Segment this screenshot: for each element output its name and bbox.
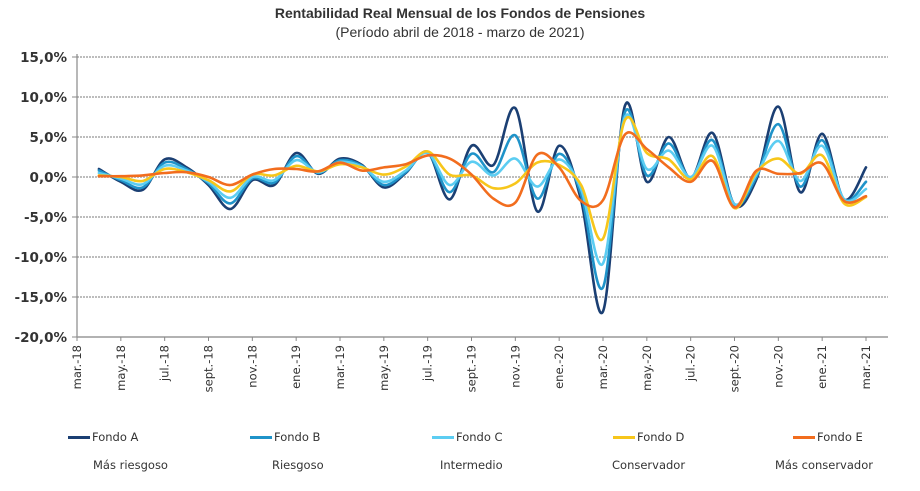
x-tick-label: may.-19 (377, 345, 391, 391)
y-tick-label: 0,0% (30, 170, 68, 186)
x-tick-label: sept.-18 (202, 345, 216, 392)
x-tick-label: sept.-20 (728, 345, 742, 392)
x-tick-label: nov.-18 (245, 345, 259, 388)
legend-label: Fondo E (817, 430, 863, 444)
y-tick-label: -10,0% (15, 250, 68, 266)
x-tick-label: mar.-21 (859, 345, 873, 389)
legend-label: Fondo A (92, 430, 138, 444)
legend-description: Intermedio (440, 458, 503, 472)
x-tick-label: jul.-19 (421, 345, 435, 382)
legend-swatch (793, 436, 815, 439)
legend-item: Fondo E (793, 430, 863, 444)
x-tick-label: may.-20 (640, 345, 654, 391)
series-line-fondo-a (99, 103, 866, 314)
y-axis-ticks: 15,0% 10,0% 5,0% 0,0% -5,0% -10,0% -15,0% -20,0… (15, 50, 77, 346)
legend-swatch (432, 436, 454, 439)
x-tick-label: jul.-20 (684, 345, 698, 382)
legend-description: Riesgoso (272, 458, 324, 472)
x-tick-label: nov.-19 (508, 345, 522, 388)
legend-label: Fondo B (274, 430, 320, 444)
legend-label: Fondo C (456, 430, 503, 444)
y-tick-label: 5,0% (30, 130, 68, 146)
y-tick-label: -15,0% (15, 290, 68, 306)
legend-description: Más riesgoso (93, 458, 168, 472)
x-tick-label: nov.-20 (771, 345, 785, 388)
y-tick-label: -5,0% (24, 210, 68, 226)
x-axis-ticks: mar.-18 may.-18 jul.-18 sept.-18 nov.-18 ene.… (70, 337, 873, 392)
x-tick-label: mar.-18 (70, 345, 84, 389)
legend-item: Fondo C (432, 430, 503, 444)
series-lines (99, 103, 866, 314)
x-tick-label: jul.-18 (158, 345, 172, 382)
x-tick-label: ene.-19 (289, 345, 303, 389)
x-tick-label: ene.-20 (552, 345, 566, 389)
line-chart: 15,0% 10,0% 5,0% 0,0% -5,0% -10,0% -15,0% -20,0… (0, 0, 920, 430)
y-tick-label: -20,0% (15, 330, 68, 346)
x-tick-label: may.-18 (114, 345, 128, 391)
legend-item: Fondo A (68, 430, 138, 444)
x-tick-label: mar.-19 (333, 345, 347, 389)
y-tick-label: 15,0% (20, 50, 67, 66)
legend-item: Fondo D (613, 430, 684, 444)
legend-item: Fondo B (250, 430, 320, 444)
x-tick-label: mar.-20 (596, 345, 610, 389)
legend-swatch (68, 436, 90, 439)
legend-label: Fondo D (637, 430, 684, 444)
legend-description: Más conservador (775, 458, 873, 472)
legend-description: Conservador (612, 458, 685, 472)
x-tick-label: ene.-21 (815, 345, 829, 389)
y-tick-label: 10,0% (20, 90, 67, 106)
legend-swatch (613, 436, 635, 439)
x-tick-label: sept.-19 (465, 345, 479, 392)
legend-swatch (250, 436, 272, 439)
